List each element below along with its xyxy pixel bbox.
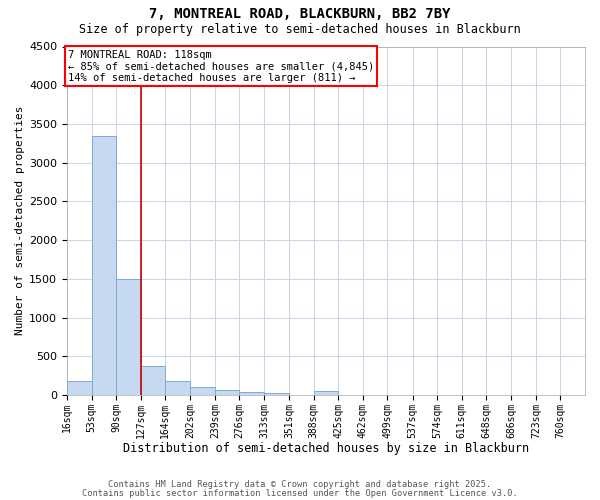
Bar: [314, 391, 338, 395]
Bar: [140, 366, 165, 395]
Bar: [239, 392, 264, 395]
Bar: [264, 392, 289, 395]
Bar: [190, 387, 215, 395]
Bar: [116, 279, 140, 395]
Text: Size of property relative to semi-detached houses in Blackburn: Size of property relative to semi-detach…: [79, 22, 521, 36]
Text: 7, MONTREAL ROAD, BLACKBURN, BB2 7BY: 7, MONTREAL ROAD, BLACKBURN, BB2 7BY: [149, 8, 451, 22]
Text: 7 MONTREAL ROAD: 118sqm
← 85% of semi-detached houses are smaller (4,845)
14% of: 7 MONTREAL ROAD: 118sqm ← 85% of semi-de…: [68, 50, 374, 83]
Bar: [67, 382, 92, 395]
Bar: [92, 136, 116, 395]
Text: Contains public sector information licensed under the Open Government Licence v3: Contains public sector information licen…: [82, 488, 518, 498]
Text: Contains HM Land Registry data © Crown copyright and database right 2025.: Contains HM Land Registry data © Crown c…: [109, 480, 491, 489]
Y-axis label: Number of semi-detached properties: Number of semi-detached properties: [15, 106, 25, 336]
X-axis label: Distribution of semi-detached houses by size in Blackburn: Distribution of semi-detached houses by …: [123, 442, 529, 455]
Bar: [215, 390, 239, 395]
Bar: [165, 382, 190, 395]
